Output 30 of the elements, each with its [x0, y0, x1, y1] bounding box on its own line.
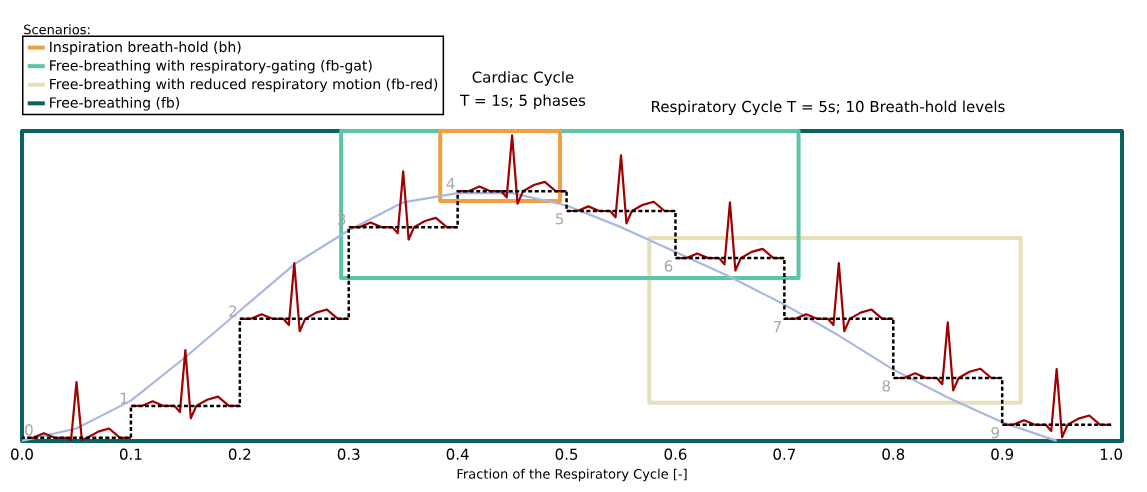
annotation: 3 [338, 213, 346, 225]
text: Cardiac Cycle [472, 71, 574, 86]
x-axis-title: Fraction of the Respiratory Cycle [-] [457, 468, 687, 482]
annotation: 8 [882, 380, 891, 392]
annotation: 7 [773, 321, 781, 332]
x-tick-label: 0.9 [991, 448, 1014, 460]
x-tick-label: 0.3 [337, 448, 360, 460]
text: T = 1s; 5 phases [460, 94, 586, 109]
x-tick-label: 0.0 [11, 448, 33, 460]
annotation: 4 [446, 178, 455, 189]
x-tick-label: 0.4 [446, 448, 469, 460]
legend-title: Scenarios: [24, 24, 90, 35]
x-tick-label: 0.8 [882, 448, 905, 460]
x-tick-label: 0.2 [228, 448, 251, 460]
x-tick-label: 0.5 [555, 448, 578, 460]
legend-label: Free-breathing with respiratory-gating (fb-gat) [50, 59, 372, 74]
annotation: 6 [664, 260, 673, 272]
annotation: 5 [555, 213, 564, 225]
x-tick-label: 0.7 [773, 448, 796, 460]
legend-label: Inspiration breath-hold (bh) [50, 41, 241, 55]
annotation: 1 [120, 392, 128, 404]
annotation: 2 [229, 305, 237, 317]
legend-label: Free-breathing (fb) [50, 97, 180, 111]
x-tick-label: 0.1 [119, 448, 142, 460]
text: Respiratory Cycle T = 5s; 10 Breath-hold levels [652, 100, 1005, 116]
x-tick-label: 0.6 [664, 448, 687, 460]
legend-label: Free-breathing with reduced respiratory motion (fb-red) [50, 78, 438, 92]
annotation: 9 [991, 426, 999, 439]
x-tick-label: 1.0 [1100, 448, 1123, 460]
annotation: 0 [25, 424, 33, 436]
